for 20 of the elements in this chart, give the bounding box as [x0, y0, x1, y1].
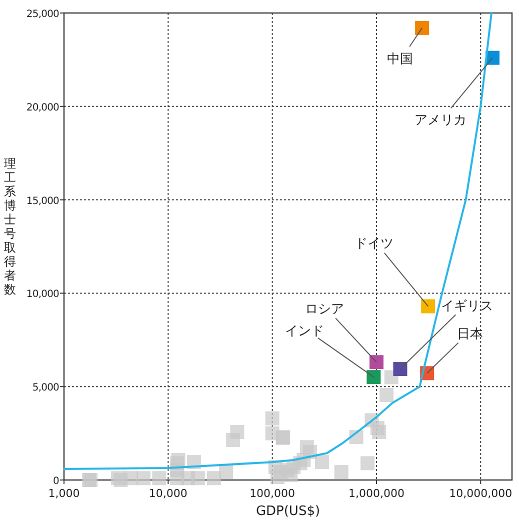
y-tick-label: 10,000: [26, 289, 60, 300]
y-tick-label: 5,000: [32, 382, 60, 394]
annotation: 中国: [387, 52, 414, 67]
x-axis-title: GDP(US$): [256, 504, 320, 519]
y-tick-label: 25,000: [26, 9, 60, 20]
annotation: ドイツ: [354, 236, 394, 252]
annotation: ロシア: [304, 302, 344, 318]
x-tick-label: 100,000: [250, 487, 296, 500]
annotation: アメリカ: [414, 112, 467, 128]
x-tick-label: 1,000,000: [348, 487, 404, 500]
y-tick-label: 0: [53, 476, 60, 487]
x-tick-label: 10,000,000: [449, 487, 512, 500]
annotation: 日本: [457, 327, 484, 342]
annotation: イギリス: [441, 299, 494, 314]
y-tick-label: 15,000: [26, 196, 60, 207]
y-tick-label: 20,000: [26, 102, 60, 114]
annotation: インド: [285, 324, 324, 340]
x-tick-label: 10,000: [148, 487, 188, 500]
x-tick-label: 1,000: [48, 487, 80, 500]
text: 理工系博士号取得者数: [4, 156, 16, 296]
